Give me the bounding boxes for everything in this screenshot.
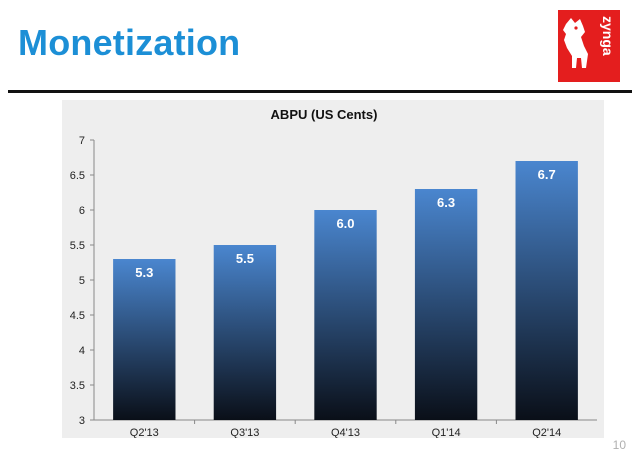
- dog-icon: [563, 18, 588, 68]
- bar-1: [213, 245, 277, 420]
- bar-value-label: 6.7: [538, 167, 556, 182]
- x-tick-label: Q2'14: [532, 427, 561, 438]
- bar-value-label: 5.5: [236, 251, 254, 266]
- logo-wordmark: zynga: [600, 16, 616, 56]
- y-tick-label: 3: [79, 415, 85, 427]
- y-tick-label: 3.5: [70, 380, 85, 392]
- y-tick-label: 7: [79, 135, 85, 147]
- bar-0: [113, 259, 176, 420]
- y-tick-label: 4: [79, 345, 85, 357]
- bar-value-label: 6.3: [437, 195, 455, 210]
- page-number: 10: [612, 438, 626, 452]
- slide-title: Monetization: [18, 22, 241, 63]
- y-tick-label: 5.5: [70, 240, 85, 252]
- y-tick-label: 5: [79, 275, 85, 287]
- y-tick-label: 6.5: [70, 170, 85, 182]
- bar-4: [515, 161, 578, 420]
- bar-2: [314, 210, 377, 420]
- title-divider: [8, 90, 632, 93]
- x-tick-label: Q4'13: [331, 427, 360, 438]
- chart-panel: ABPU (US Cents) 3 3.5 4 4.5 5 5.5 6 6.5 7 5.3 Q2'…: [62, 100, 604, 438]
- bar-3: [414, 189, 478, 420]
- bar-value-label: 5.3: [135, 265, 153, 280]
- chart-title: ABPU (US Cents): [271, 107, 378, 122]
- y-tick-label: 4.5: [70, 310, 85, 322]
- bar-value-label: 6.0: [336, 216, 354, 231]
- x-tick-label: Q2'13: [130, 427, 159, 438]
- bar-chart: ABPU (US Cents) 3 3.5 4 4.5 5 5.5 6 6.5 7 5.3 Q2'…: [70, 107, 597, 438]
- zynga-logo: zynga: [558, 10, 620, 82]
- x-tick-label: Q3'13: [230, 427, 259, 438]
- y-tick-label: 6: [79, 205, 85, 217]
- x-tick-label: Q1'14: [432, 427, 461, 438]
